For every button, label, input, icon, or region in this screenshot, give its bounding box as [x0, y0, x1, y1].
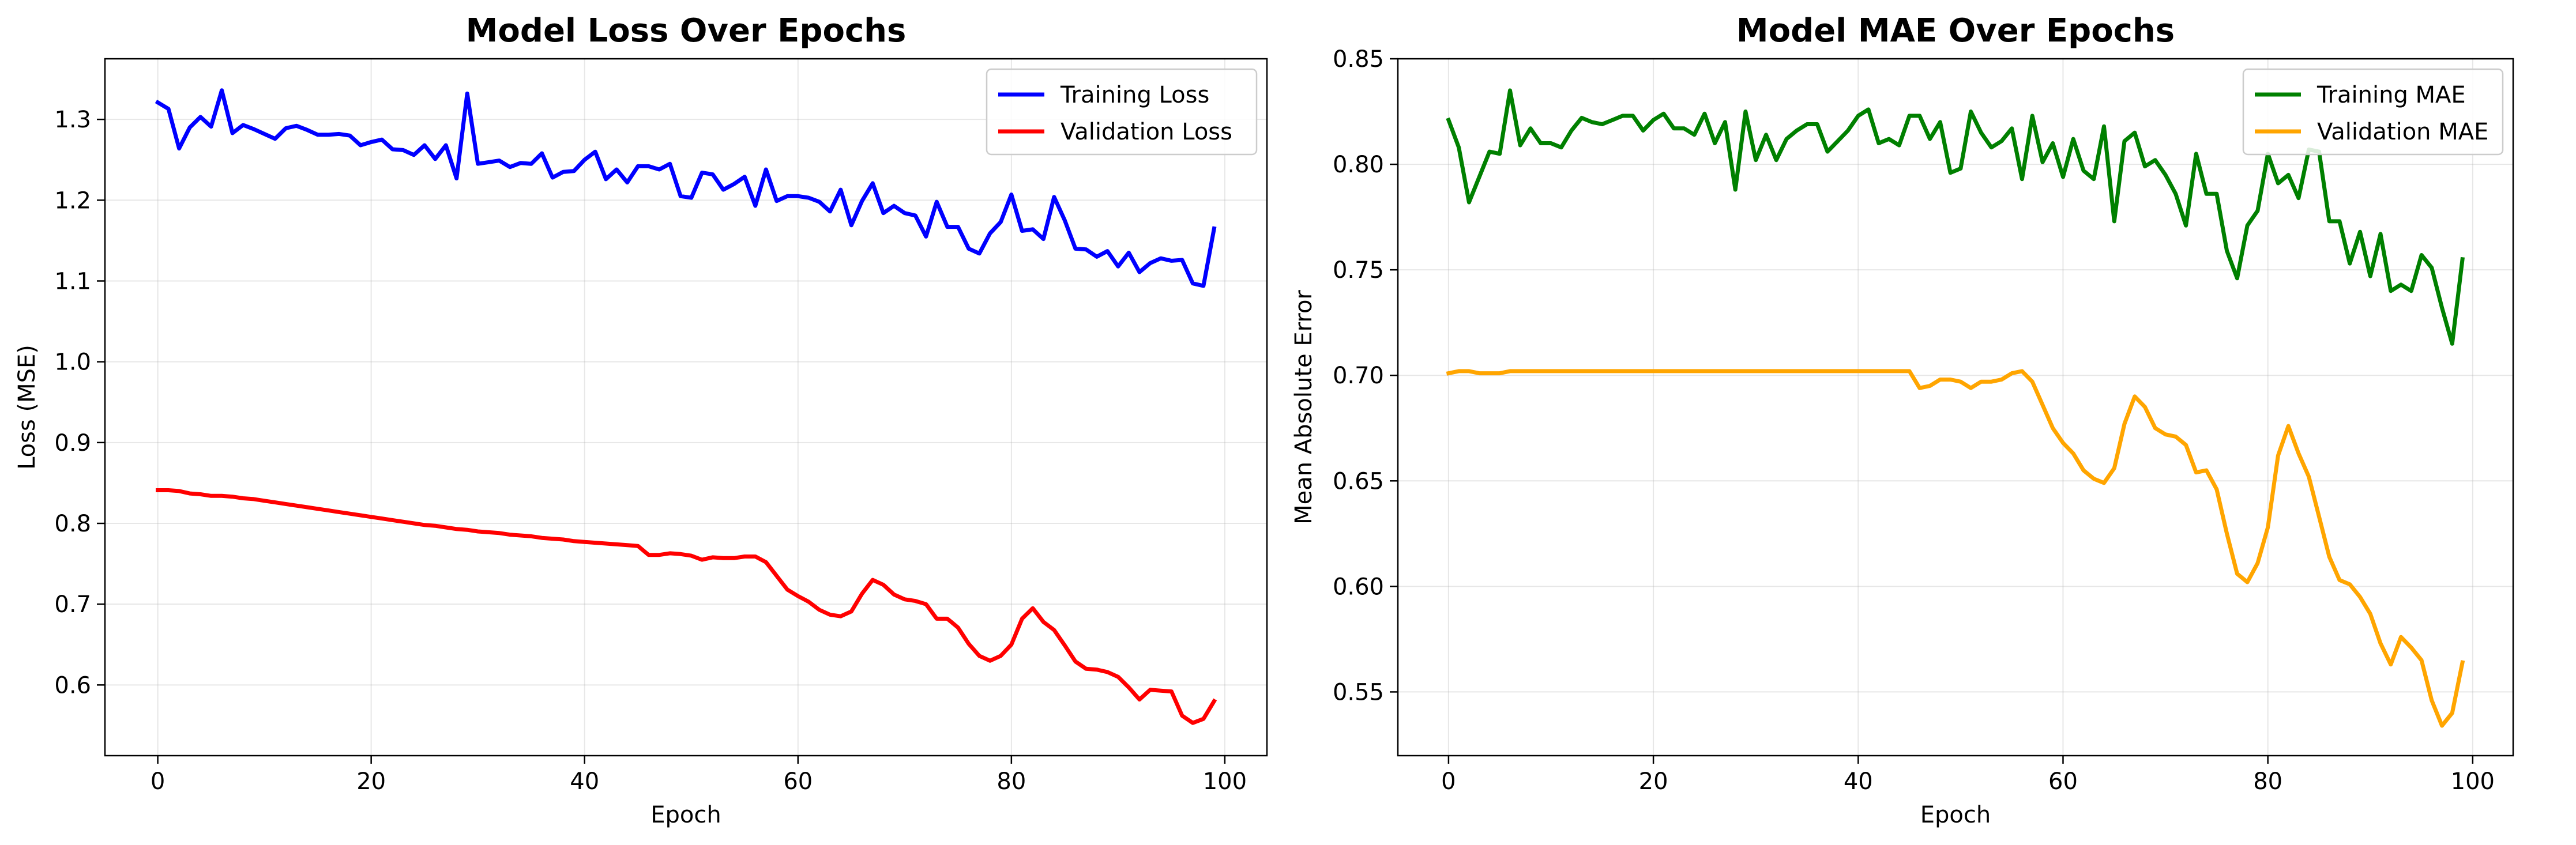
plot-frame	[1397, 58, 2514, 757]
y-tick-label: 0.55	[1333, 679, 1384, 706]
legend-label: Training Loss	[1060, 82, 1209, 108]
x-tick-label: 0	[1441, 768, 1456, 795]
x-axis-label: Epoch	[650, 802, 721, 828]
legend-box	[986, 68, 1258, 156]
y-tick-label: 0.70	[1333, 363, 1384, 389]
y-tick-label: 1.1	[54, 268, 91, 295]
x-tick-label: 0	[151, 768, 165, 795]
loss-chart: 0 20 40 60 80 100 0.6 0.7 0.8 0.9 1.0 1.1 1.2 1.3 Mode…	[14, 12, 1268, 828]
x-axis-label: Epoch	[1920, 802, 1991, 828]
x-tick-label: 100	[2451, 768, 2495, 795]
y-tick-label: 0.9	[54, 430, 91, 457]
y-axis-label: Mean Absolute Error	[1291, 290, 1317, 525]
y-tick-label: 0.8	[54, 511, 91, 537]
plot-frame	[104, 58, 1268, 757]
x-tick-label: 100	[1203, 768, 1247, 795]
x-tick-label: 60	[783, 768, 813, 795]
legend-label: Training MAE	[2316, 82, 2466, 108]
x-tick-label: 40	[570, 768, 599, 795]
y-tick-label: 0.80	[1333, 152, 1384, 178]
series-line-training-mae	[1446, 88, 2465, 346]
chart-title: Model Loss Over Epochs	[466, 12, 907, 50]
y-tick-label: 1.0	[54, 349, 91, 376]
x-tick-label: 20	[356, 768, 386, 795]
y-tick-label: 0.6	[54, 672, 91, 699]
legend-label: Validation Loss	[1061, 119, 1232, 145]
x-tick-label: 60	[2048, 768, 2078, 795]
y-tick-label: 0.75	[1333, 257, 1384, 284]
legend-box	[2242, 68, 2504, 156]
series-line-training-loss	[155, 88, 1217, 288]
legend-label: Validation MAE	[2317, 119, 2488, 145]
x-tick-label: 80	[996, 768, 1026, 795]
y-tick-label: 0.65	[1333, 468, 1384, 495]
y-tick-label: 0.85	[1333, 46, 1384, 73]
series-line-validation-mae	[1446, 369, 2465, 728]
x-tick-label: 40	[1844, 768, 1873, 795]
mae-chart: 0 20 40 60 80 100 0.55 0.60 0.65 0.70 0.75 0.80 0.85…	[1291, 12, 2514, 828]
series-line-validation-loss	[156, 488, 1217, 725]
x-tick-label: 20	[1639, 768, 1668, 795]
y-tick-label: 1.3	[54, 107, 91, 133]
y-axis-label: Loss (MSE)	[14, 345, 40, 470]
x-tick-label: 80	[2253, 768, 2282, 795]
y-tick-label: 0.60	[1333, 574, 1384, 600]
y-tick-label: 1.2	[54, 187, 91, 214]
y-tick-label: 0.7	[54, 591, 91, 618]
chart-title: Model MAE Over Epochs	[1736, 12, 2175, 50]
